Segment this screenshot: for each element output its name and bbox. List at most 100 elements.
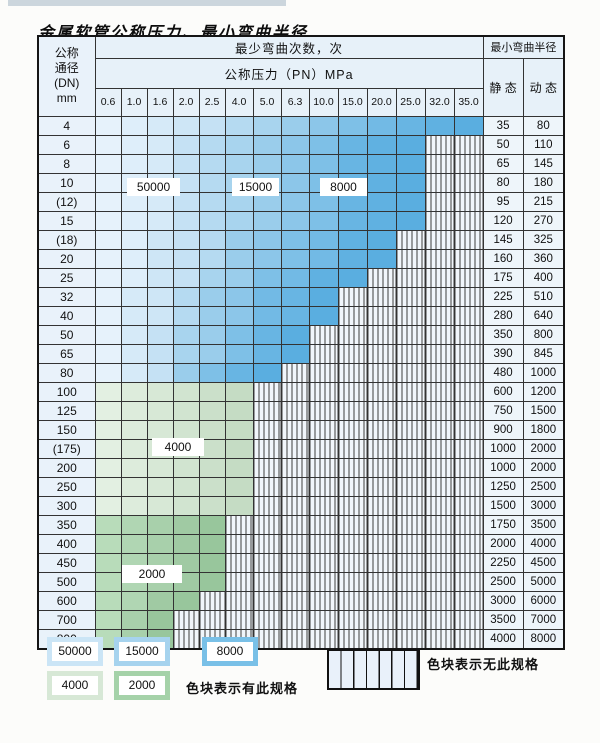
spec-cell: [224, 400, 254, 421]
no-spec-cell: [198, 628, 226, 649]
dn-label: 65: [37, 343, 96, 364]
spec-cell: [120, 514, 148, 535]
bend-radius-header: 最小弯曲半径: [482, 35, 565, 59]
no-spec-cell: [224, 533, 254, 554]
spec-cell: [308, 134, 339, 155]
no-spec-cell: [424, 457, 455, 478]
dynamic-value: 1000: [522, 362, 565, 383]
no-spec-cell: [395, 305, 426, 326]
spec-cell: [252, 286, 282, 307]
table-row: 250 1250 2500: [37, 476, 565, 497]
spec-cell: [120, 286, 148, 307]
dn-column-header: 公称 通径 (DN) mm: [37, 35, 96, 117]
spec-cell: [120, 628, 148, 649]
static-value: 225: [482, 286, 524, 307]
spec-cell: [94, 400, 122, 421]
no-spec-cell: [424, 381, 455, 402]
no-spec-cell: [424, 571, 455, 592]
dynamic-value: 215: [522, 191, 565, 212]
spec-cell: [308, 267, 339, 288]
no-spec-cell: [308, 495, 339, 516]
no-spec-cell: [280, 552, 310, 573]
no-spec-cell: [366, 457, 397, 478]
table-row: (175) 1000 2000: [37, 438, 565, 459]
dn-label: 80: [37, 362, 96, 383]
spec-cell: [172, 134, 200, 155]
dynamic-value: 180: [522, 172, 565, 193]
spec-cell: [94, 514, 122, 535]
spec-cell: [395, 172, 426, 193]
dynamic-value: 6000: [522, 590, 565, 611]
dn-label: 40: [37, 305, 96, 326]
dn-label: 8: [37, 153, 96, 174]
table-row: 450 2250 4500: [37, 552, 565, 573]
no-spec-cell: [453, 590, 484, 611]
no-spec-cell: [395, 533, 426, 554]
dn-label: 200: [37, 457, 96, 478]
no-spec-cell: [366, 609, 397, 630]
spec-cell: [337, 210, 368, 231]
spec-cell: [280, 305, 310, 326]
no-spec-cell: [424, 172, 455, 193]
spec-cell: [198, 267, 226, 288]
spec-cell: [198, 571, 226, 592]
has-spec-text: 色块表示有此规格: [186, 681, 299, 696]
static-value: 1000: [482, 457, 524, 478]
spec-cell: [120, 609, 148, 630]
no-spec-cell: [308, 457, 339, 478]
spec-cell: [120, 400, 148, 421]
no-spec-cell: [395, 400, 426, 421]
spec-cell: [308, 286, 339, 307]
static-value: 750: [482, 400, 524, 421]
dynamic-value: 3500: [522, 514, 565, 535]
no-spec-cell: [424, 210, 455, 231]
spec-cell: [224, 134, 254, 155]
no-spec-cell: [395, 514, 426, 535]
no-spec-cell: [308, 362, 339, 383]
no-spec-cell: [280, 609, 310, 630]
no-spec-cell: [395, 267, 426, 288]
no-spec-cell: [395, 495, 426, 516]
no-spec-cell: [366, 305, 397, 326]
table-row: 25 175 400: [37, 267, 565, 288]
spec-cell: [172, 229, 200, 250]
no-spec-cell: [337, 571, 368, 592]
spec-cell: [337, 267, 368, 288]
spec-cell: [120, 476, 148, 497]
spec-cell: [224, 362, 254, 383]
no-spec-cell: [395, 324, 426, 345]
no-spec-cell: [453, 571, 484, 592]
no-spec-cell: [453, 457, 484, 478]
spec-cell: [308, 153, 339, 174]
spec-cell: [224, 115, 254, 136]
dn-header-line: mm: [56, 91, 77, 106]
table-row: 200 1000 2000: [37, 457, 565, 478]
no-spec-cell: [424, 229, 455, 250]
spec-cell: [94, 134, 122, 155]
no-spec-cell: [453, 134, 484, 155]
table-row: 40 280 640: [37, 305, 565, 326]
no-spec-cell: [424, 191, 455, 212]
spec-cell: [280, 115, 310, 136]
table-row: 4 35 80: [37, 115, 565, 136]
spec-cell: [94, 324, 122, 345]
spec-cell: [308, 229, 339, 250]
spec-cell: [94, 457, 122, 478]
spec-table-wrap: 公称 通径 (DN) mm 最少弯曲次数，次 最小弯曲半径 公称压力（PN）MP…: [37, 35, 566, 650]
no-spec-cell: [453, 533, 484, 554]
table-row: 100 600 1200: [37, 381, 565, 402]
spec-cell: [94, 590, 122, 611]
spec-cell: [120, 210, 148, 231]
no-spec-cell: [424, 495, 455, 516]
dynamic-value: 800: [522, 324, 565, 345]
no-spec-cell: [337, 343, 368, 364]
no-spec-cell: [395, 628, 426, 649]
dynamic-value: 110: [522, 134, 565, 155]
no-spec-cell: [424, 324, 455, 345]
spec-cell: [146, 248, 174, 269]
spec-cell: [172, 514, 200, 535]
spec-cell: [172, 324, 200, 345]
dn-label: 100: [37, 381, 96, 402]
no-spec-cell: [280, 457, 310, 478]
spec-cell: [224, 305, 254, 326]
